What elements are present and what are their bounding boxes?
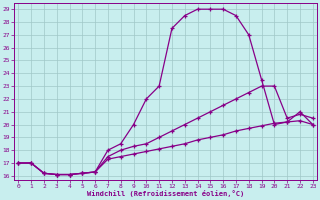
X-axis label: Windchill (Refroidissement éolien,°C): Windchill (Refroidissement éolien,°C)	[87, 190, 244, 197]
